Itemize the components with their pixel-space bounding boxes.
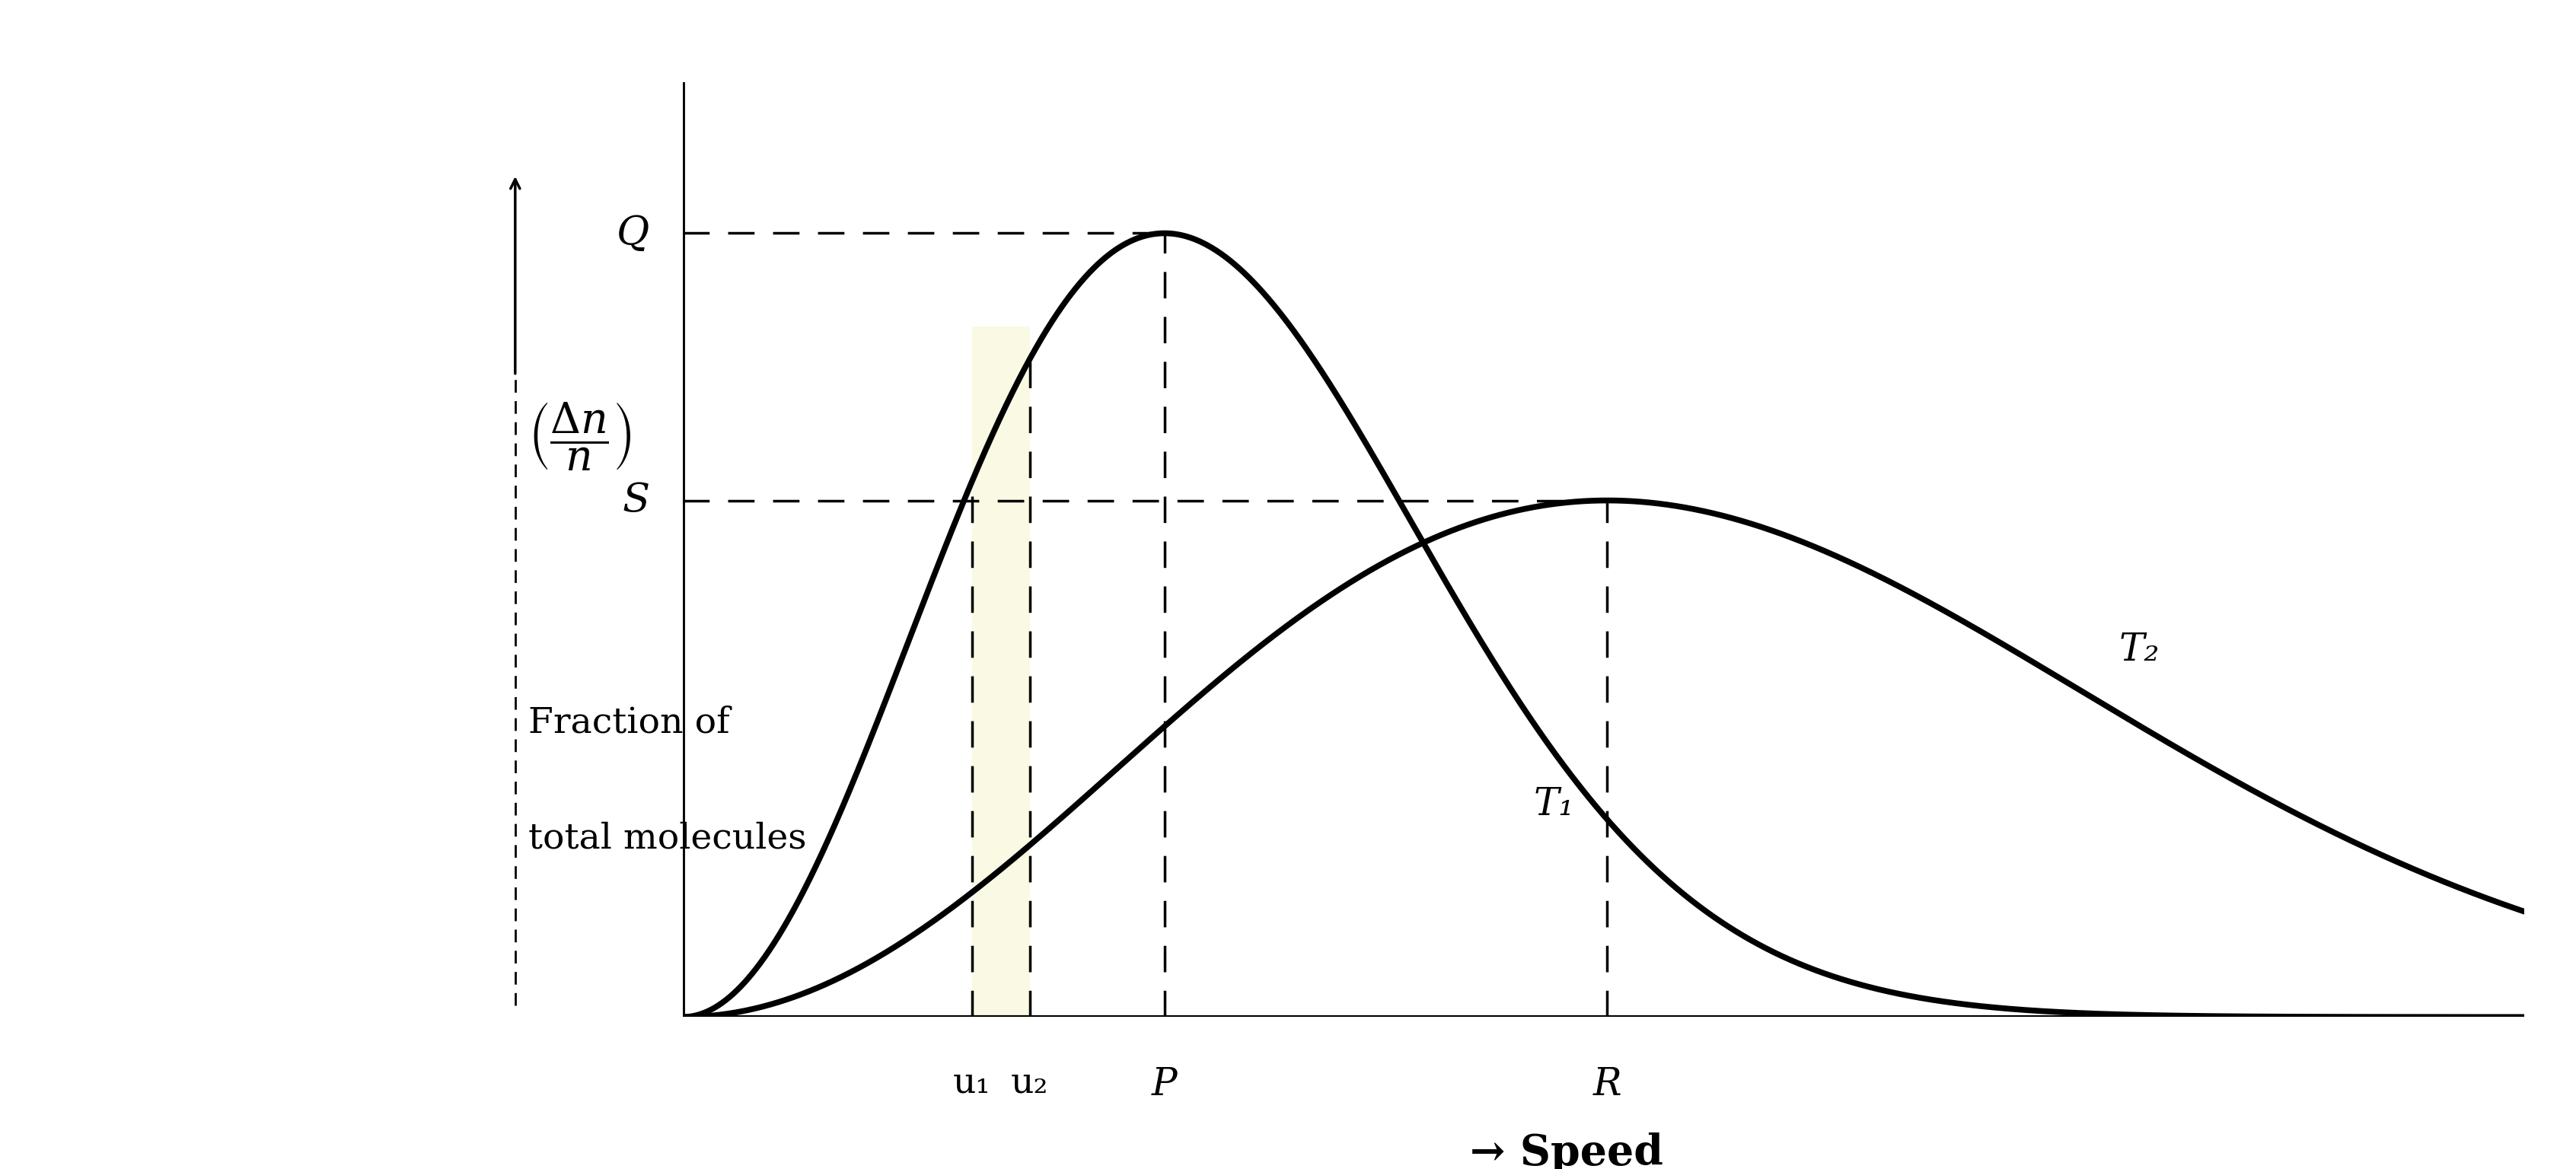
Bar: [971, 326, 1030, 1017]
Text: R: R: [1592, 1066, 1623, 1104]
Text: T₂: T₂: [2120, 631, 2159, 669]
Text: u₁: u₁: [953, 1066, 992, 1100]
Bar: [1726, 82, 2192, 447]
Text: T₁: T₁: [1533, 786, 1574, 823]
Text: total molecules: total molecules: [528, 822, 806, 856]
Bar: [1247, 82, 1726, 394]
Text: → Speed: → Speed: [1471, 1133, 1664, 1169]
Text: u₂: u₂: [1010, 1066, 1048, 1100]
Text: Q: Q: [616, 214, 649, 253]
Text: $\left(\dfrac{\Delta n}{n}\right)$: $\left(\dfrac{\Delta n}{n}\right)$: [528, 400, 631, 471]
Text: Fraction of: Fraction of: [528, 706, 729, 740]
Text: P: P: [1151, 1066, 1177, 1104]
Text: S: S: [621, 480, 649, 520]
Bar: [2192, 82, 2524, 911]
